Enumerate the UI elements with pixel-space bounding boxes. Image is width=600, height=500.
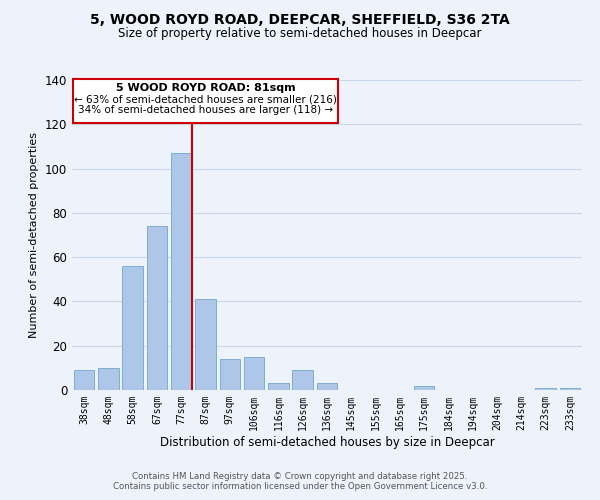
- Text: Contains public sector information licensed under the Open Government Licence v3: Contains public sector information licen…: [113, 482, 487, 491]
- Bar: [414, 386, 434, 390]
- Bar: [244, 357, 265, 390]
- Y-axis label: Number of semi-detached properties: Number of semi-detached properties: [29, 132, 39, 338]
- Bar: [292, 370, 313, 390]
- Text: 5, WOOD ROYD ROAD, DEEPCAR, SHEFFIELD, S36 2TA: 5, WOOD ROYD ROAD, DEEPCAR, SHEFFIELD, S…: [90, 12, 510, 26]
- Bar: [171, 153, 191, 390]
- Bar: [195, 299, 216, 390]
- X-axis label: Distribution of semi-detached houses by size in Deepcar: Distribution of semi-detached houses by …: [160, 436, 494, 448]
- Bar: [74, 370, 94, 390]
- Bar: [146, 226, 167, 390]
- Text: 34% of semi-detached houses are larger (118) →: 34% of semi-detached houses are larger (…: [78, 106, 333, 116]
- Text: ← 63% of semi-detached houses are smaller (216): ← 63% of semi-detached houses are smalle…: [74, 94, 337, 104]
- Text: Contains HM Land Registry data © Crown copyright and database right 2025.: Contains HM Land Registry data © Crown c…: [132, 472, 468, 481]
- Bar: [122, 266, 143, 390]
- Bar: [268, 384, 289, 390]
- Text: Size of property relative to semi-detached houses in Deepcar: Size of property relative to semi-detach…: [118, 28, 482, 40]
- FancyBboxPatch shape: [73, 79, 338, 123]
- Bar: [560, 388, 580, 390]
- Bar: [98, 368, 119, 390]
- Bar: [535, 388, 556, 390]
- Bar: [220, 359, 240, 390]
- Bar: [317, 384, 337, 390]
- Text: 5 WOOD ROYD ROAD: 81sqm: 5 WOOD ROYD ROAD: 81sqm: [116, 84, 295, 94]
